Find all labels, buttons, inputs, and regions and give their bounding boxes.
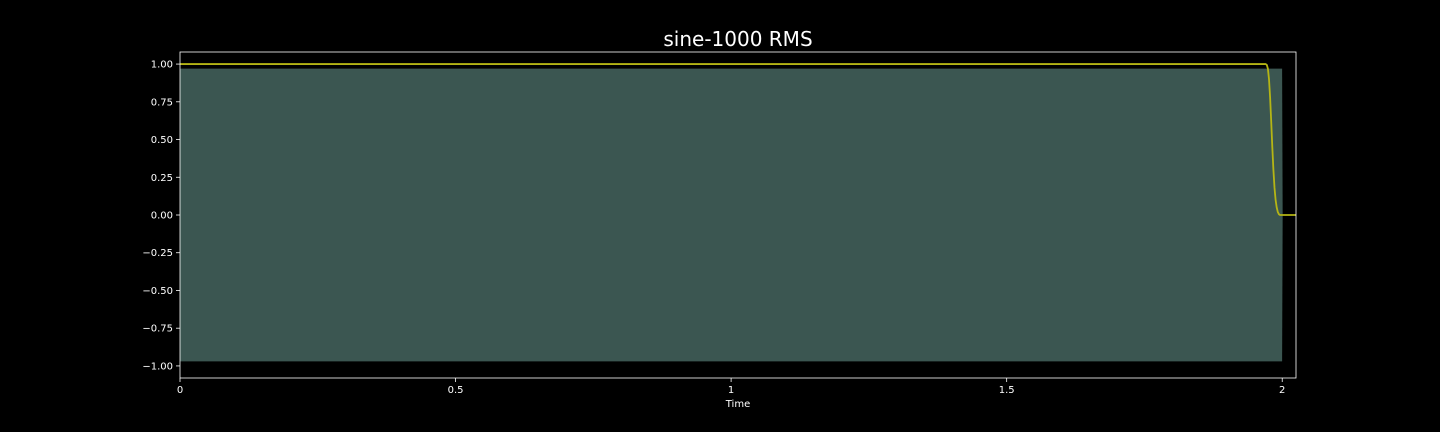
- y-axis: 1.00 0.75 0.50 0.25 0.00 −0.25 −0.50 −0.75 −1.00: [142, 60, 180, 372]
- rms-line: [180, 63, 1296, 216]
- x-tick-label: 0.5: [448, 385, 464, 396]
- x-tick-label: 0: [177, 385, 183, 396]
- x-axis: 0 0.5 1 1.5 2: [177, 378, 1285, 396]
- x-axis-label: Time: [725, 399, 750, 410]
- y-tick-label: 0.00: [151, 211, 173, 222]
- chart-title: sine-1000 RMS: [663, 27, 812, 51]
- x-tick-label: 2: [1279, 385, 1285, 396]
- waveform-envelope: [180, 68, 1283, 362]
- x-tick-label: 1.5: [999, 385, 1015, 396]
- y-tick-label: 0.25: [151, 173, 173, 184]
- y-tick-label: 0.50: [151, 135, 173, 146]
- y-tick-label: −1.00: [142, 361, 173, 372]
- x-tick-label: 1: [728, 385, 734, 396]
- y-tick-label: 0.75: [151, 97, 173, 108]
- y-tick-label: −0.25: [142, 248, 173, 259]
- y-tick-label: −0.50: [142, 286, 173, 297]
- y-tick-label: 1.00: [151, 60, 173, 71]
- plot-area: [180, 63, 1296, 362]
- y-tick-label: −0.75: [142, 324, 173, 335]
